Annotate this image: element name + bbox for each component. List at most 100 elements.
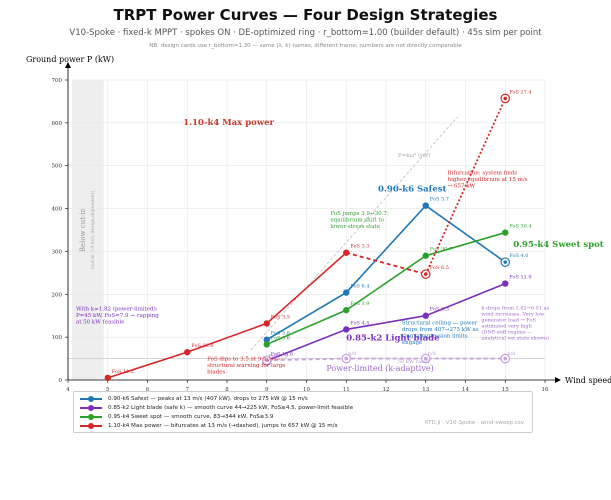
annotation-text: → 657 kW bbox=[448, 183, 476, 189]
annotation-text: estimated very high bbox=[481, 323, 532, 329]
y-tick-label: 600 bbox=[52, 121, 63, 127]
point-label: FoS 27.4 bbox=[509, 89, 531, 95]
point-label: FoS 4.0 bbox=[509, 253, 528, 259]
series-point bbox=[344, 356, 349, 361]
annotation-text: Power-limited (k-adaptive) bbox=[326, 364, 433, 373]
series-line-6 bbox=[266, 357, 506, 362]
annotation-text: 0.95-k4 Sweet spot bbox=[513, 240, 604, 250]
x-tick-label: 11 bbox=[343, 387, 350, 393]
x-tick-label: 9 bbox=[265, 387, 269, 393]
y-tick-label: 100 bbox=[52, 335, 63, 341]
annotation-text: higher equilibrium at 15 m/s bbox=[448, 177, 528, 183]
legend-credit: KTD.jl · V10-Spoke · wind-sweep.csv bbox=[424, 420, 524, 426]
annotation-text: With k=1.82 (power-limited): bbox=[76, 306, 158, 313]
annotation-text: n/d bbox=[507, 351, 516, 357]
legend-swatch-max-power bbox=[80, 422, 102, 429]
legend-label-light-blade: 0.85-k2 Light blade (safe k) — smooth cu… bbox=[108, 405, 354, 411]
y-tick-label: 200 bbox=[52, 292, 63, 298]
point-label: FoS 3.6 bbox=[271, 335, 290, 341]
y-axis-label: Ground power P (kW) bbox=[26, 55, 114, 64]
series-point bbox=[263, 341, 270, 348]
annotation-text: P=45 kW, FoS=7.9 → capping bbox=[76, 313, 159, 319]
annotation-text: wind increases. Very low bbox=[481, 311, 545, 317]
annotation-text: blades bbox=[207, 370, 225, 376]
series-point bbox=[502, 280, 509, 287]
annotation-text: 0.85-k2 Light blade bbox=[346, 334, 440, 344]
below-cut-in-label: Below cut-in bbox=[79, 207, 87, 252]
reference-curve bbox=[250, 116, 458, 351]
series-line-2 bbox=[266, 231, 506, 346]
legend-item-safest: 0.90-k6 Safest — peaks at 13 m/s (407 kW… bbox=[80, 395, 308, 403]
legend-swatch-sweet-spot bbox=[80, 413, 102, 420]
annotation-text: (DNF-stiff regime — bbox=[481, 328, 532, 335]
point-label: FoS 13.6 bbox=[271, 352, 293, 358]
annotation-text: engage bbox=[402, 340, 422, 346]
annotation-text: FoS 7.9 bbox=[269, 354, 288, 360]
annotation-text: analytical est.state shown) bbox=[481, 334, 549, 341]
series-line-3 bbox=[107, 252, 347, 379]
point-label: FoS 30.7 bbox=[430, 247, 452, 253]
annotation-text: 1.10-k4 Max power bbox=[183, 118, 274, 128]
y-tick-label: 0 bbox=[59, 378, 63, 384]
annotation-text: drops from 407→275 kW as bbox=[402, 327, 479, 333]
x-tick-label: 7 bbox=[186, 387, 190, 393]
series-line-1 bbox=[266, 282, 506, 362]
point-label: FoS 30.4 bbox=[509, 224, 531, 230]
point-label: FoS 6.5 bbox=[430, 265, 449, 271]
x-axis-label: Wind speed (m/s) bbox=[565, 376, 611, 385]
series-point bbox=[343, 326, 350, 333]
chart-title: TRPT Power Curves — Four Design Strategi… bbox=[113, 6, 498, 24]
legend-item-sweet-spot: 0.95-k4 Sweet spot — smooth curve, 83→34… bbox=[80, 413, 273, 421]
annotation-text: ring compression limits bbox=[402, 333, 468, 339]
annotation-text: generator load → FoS bbox=[481, 317, 536, 323]
series-point bbox=[422, 252, 429, 259]
series-point bbox=[184, 348, 191, 356]
point-label: FoS 11.9 bbox=[509, 275, 531, 281]
point-label: FoS 5.8 bbox=[271, 331, 290, 337]
annotation-text: 50 kW rated bbox=[398, 359, 430, 365]
series-point bbox=[422, 312, 429, 319]
point-label: FoS 12.8 bbox=[191, 343, 213, 349]
annotation-text: equilibrium shift to bbox=[330, 218, 384, 224]
annotation-text: FoS dips to 3.5 at 9 m/s — bbox=[207, 357, 281, 363]
series-point bbox=[263, 320, 270, 327]
annotation-text: n/d bbox=[428, 351, 437, 357]
series-point bbox=[423, 356, 428, 361]
y-tick-label: 500 bbox=[52, 164, 63, 170]
y-tick-label: 400 bbox=[52, 207, 63, 213]
annotation-text: P=kω³ (ref) bbox=[398, 152, 430, 159]
y-tick-label: 300 bbox=[52, 249, 63, 255]
point-label: FoS 4.5 bbox=[350, 320, 369, 326]
series-point bbox=[343, 306, 350, 314]
series-point bbox=[503, 356, 508, 361]
point-label: FoS 8.3 bbox=[430, 307, 449, 313]
y-axis-arrow bbox=[65, 62, 71, 68]
legend-swatch-safest bbox=[80, 395, 102, 402]
annotation-text: 0.90-k6 Safest bbox=[378, 184, 446, 194]
y-tick-label: 700 bbox=[52, 78, 63, 84]
annotation-text: structural warning for large bbox=[207, 363, 285, 369]
series-point bbox=[422, 202, 429, 209]
annotation-text: Structural ceiling — power bbox=[402, 320, 478, 326]
point-label: FoS 3.9 bbox=[350, 301, 369, 307]
legend-label-safest: 0.90-k6 Safest — peaks at 13 m/s (407 kW… bbox=[108, 396, 308, 402]
series-point bbox=[343, 289, 350, 296]
point-label: FoS 3.3 bbox=[350, 244, 369, 250]
series-point bbox=[503, 96, 508, 101]
x-axis-arrow bbox=[555, 377, 561, 383]
x-tick-label: 14 bbox=[462, 387, 469, 393]
series-line-0 bbox=[266, 204, 506, 341]
point-label: FoS 3.7 bbox=[430, 197, 449, 203]
point-label: FoS 6.4 bbox=[350, 284, 369, 290]
point-label: FoS 11.2 bbox=[112, 369, 134, 375]
legend-label-max-power: 1.10-k4 Max power — bifurcates at 13 m/s… bbox=[108, 423, 338, 429]
annotation-text: at 50 kW feasible bbox=[76, 320, 124, 326]
below-cut-in-region bbox=[71, 80, 104, 380]
annotation-text: FoS jumps 3.9→30.7: bbox=[330, 211, 388, 217]
chart-subtitle: V10-Spoke · fixed-k MPPT · spokes ON · D… bbox=[69, 28, 542, 38]
x-tick-label: 15 bbox=[502, 387, 509, 393]
x-tick-label: 13 bbox=[422, 387, 429, 393]
x-tick-label: 5 bbox=[106, 387, 110, 393]
annotation-text: k drops from 1.82→0.51 as bbox=[481, 305, 549, 311]
